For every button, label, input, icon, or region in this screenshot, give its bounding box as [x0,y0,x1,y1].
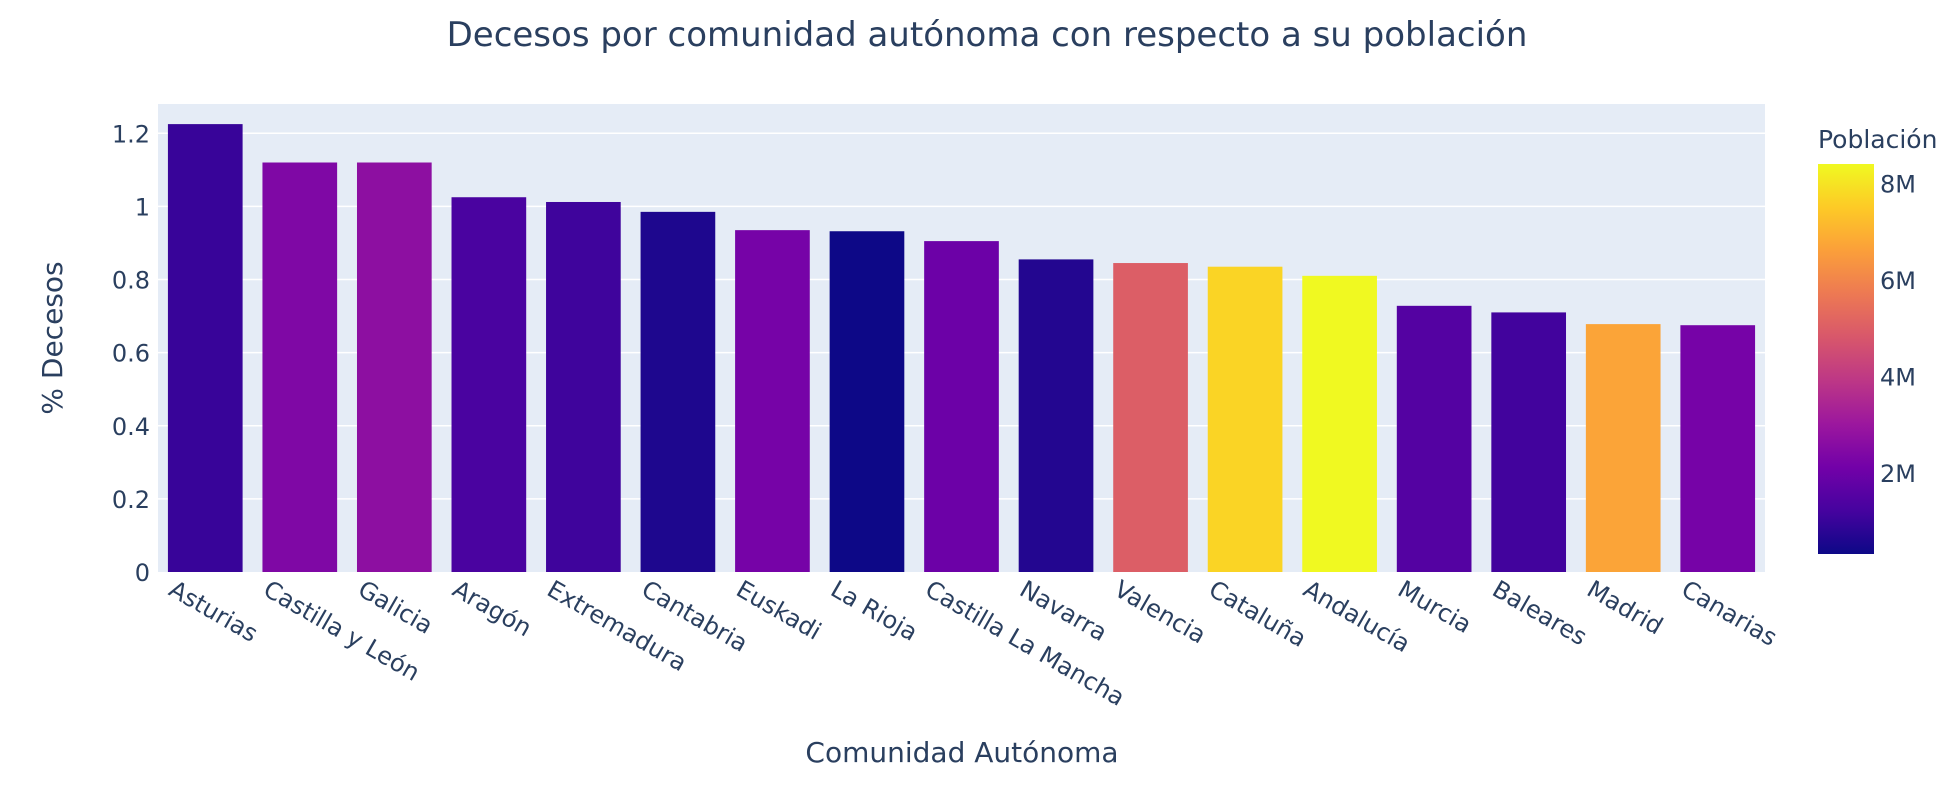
x-tick-label: Cataluña [1204,575,1311,653]
chart-title: Decesos por comunidad autónoma con respe… [447,15,1528,55]
colorbar: Población 2M 4M 6M 8M [1818,125,1937,554]
bar [262,162,338,572]
y-axis-ticks: 0 0.2 0.4 0.6 0.8 1 1.2 [112,120,150,587]
bar [1302,275,1377,572]
bar [356,162,432,572]
x-axis-title: Comunidad Autónoma [805,736,1118,769]
x-tick-label: Madrid [1582,575,1667,640]
y-tick-label: 0.2 [112,486,150,514]
bar [451,197,527,572]
bar [1680,325,1756,572]
bar [829,231,905,573]
bar [640,211,716,572]
x-tick-label: Aragón [448,575,537,642]
y-axis-title: % Decesos [36,261,69,414]
bar [735,230,810,572]
x-tick-label: Andalucía [1299,575,1415,658]
colorbar-tick-label: 6M [1880,267,1916,295]
bar [1491,312,1567,572]
x-tick-label: Asturias [164,575,262,648]
bar [1113,263,1188,572]
y-tick-label: 0 [135,559,150,587]
colorbar-gradient [1818,164,1874,554]
x-tick-label: Baleares [1488,575,1592,651]
colorbar-ticks: 2M 4M 6M 8M [1880,170,1916,488]
bar [1585,324,1661,572]
colorbar-title: Población [1818,125,1937,154]
x-tick-label: Castilla y León [259,575,425,687]
y-tick-label: 0.8 [112,267,150,295]
colorbar-tick-label: 8M [1880,170,1916,198]
x-tick-label: Valencia [1110,575,1211,649]
bar [167,124,243,572]
y-tick-label: 0.6 [112,340,150,368]
bar [546,201,621,573]
x-tick-label: Canarias [1677,575,1782,652]
bar [1207,266,1283,572]
bar [1018,259,1094,572]
colorbar-tick-label: 4M [1880,363,1916,391]
bars [167,124,1756,573]
y-tick-label: 1.2 [112,120,150,148]
y-tick-label: 0.4 [112,413,150,441]
bar [924,241,999,572]
x-tick-label: La Rioja [826,575,922,647]
bar [1396,305,1472,572]
colorbar-tick-label: 2M [1880,460,1916,488]
y-tick-label: 1 [135,193,150,221]
